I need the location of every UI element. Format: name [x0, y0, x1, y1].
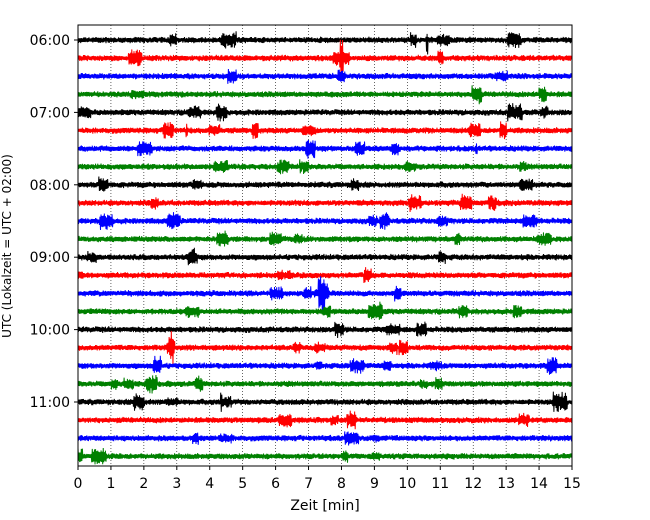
- trace-0815: [77, 193, 573, 212]
- x-tick-label: 3: [172, 476, 181, 492]
- y-tick-label: 07:00: [30, 105, 70, 121]
- trace-1030: [77, 355, 573, 375]
- x-tick-label: 6: [271, 476, 280, 492]
- x-tick-label: 14: [530, 476, 548, 492]
- x-tick-label: 1: [106, 476, 115, 492]
- x-tick-label: 2: [139, 476, 148, 492]
- trace-1130: [77, 431, 573, 446]
- trace-0600: [77, 31, 573, 55]
- trace-1115: [77, 410, 573, 430]
- trace-1015: [77, 330, 573, 365]
- trace-0745: [77, 159, 573, 175]
- x-tick-label: 5: [238, 476, 247, 492]
- x-tick-label: 0: [74, 476, 83, 492]
- x-tick-label: 7: [304, 476, 313, 492]
- x-tick-label: 11: [431, 476, 449, 492]
- y-tick-label: 11:00: [30, 395, 70, 411]
- trace-1100: [77, 391, 573, 412]
- trace-0645: [77, 85, 573, 105]
- trace-0615: [77, 39, 573, 74]
- y-axis-ticks: 06:00 07:00 08:00 09:00 10:00 11:00: [30, 33, 78, 411]
- x-axis-label: Zeit [min]: [290, 498, 359, 514]
- seismic-traces: [77, 31, 573, 465]
- x-tick-label: 4: [205, 476, 214, 492]
- trace-0715: [77, 121, 573, 140]
- trace-0930: [77, 276, 573, 315]
- x-tick-label: 12: [464, 476, 482, 492]
- x-tick-label: 8: [337, 476, 346, 492]
- trace-1045: [77, 375, 573, 394]
- y-tick-label: 10:00: [30, 323, 70, 339]
- trace-1145: [77, 447, 573, 465]
- trace-0830: [77, 212, 573, 231]
- trace-0845: [77, 230, 573, 247]
- trace-0900: [77, 247, 573, 266]
- y-tick-label: 06:00: [30, 33, 70, 49]
- trace-0630: [77, 68, 573, 84]
- plot-frame: [77, 24, 573, 467]
- trace-0700: [77, 103, 573, 122]
- x-tick-label: 9: [370, 476, 379, 492]
- y-tick-label: 09:00: [30, 250, 70, 266]
- trace-0915: [77, 267, 573, 284]
- x-tick-label: 15: [563, 476, 581, 492]
- x-tick-label: 10: [398, 476, 416, 492]
- x-axis-ticks: 0 1 2 3 4 5 6 7 8 9 10 11 12 13 14 15: [74, 466, 581, 492]
- trace-0800: [77, 176, 573, 192]
- trace-1000: [77, 321, 573, 338]
- x-tick-label: 13: [497, 476, 515, 492]
- y-axis-label: UTC (Lokalzeit = UTC + 02:00): [0, 154, 14, 338]
- trace-0945: [77, 301, 573, 320]
- trace-0730: [77, 140, 573, 159]
- y-tick-label: 08:00: [30, 178, 70, 194]
